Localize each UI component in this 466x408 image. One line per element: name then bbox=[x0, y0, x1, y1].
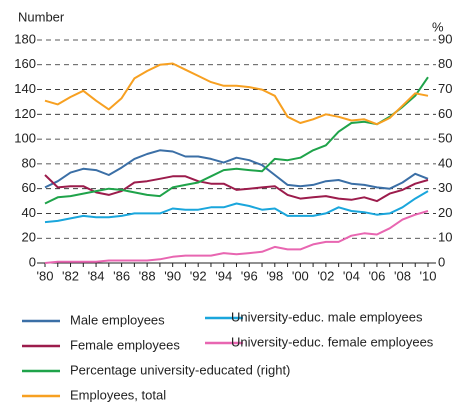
x-tick-label: '96 bbox=[241, 268, 258, 283]
y2-tick-label: 90 bbox=[438, 31, 452, 46]
y2-tick-label: 30 bbox=[438, 180, 452, 195]
y2-tick-label: 60 bbox=[438, 106, 452, 121]
series-line bbox=[44, 62, 429, 126]
legend-label: Female employees bbox=[70, 337, 180, 352]
y2-axis-label: % bbox=[432, 19, 444, 34]
y-tick-label: 80 bbox=[22, 155, 36, 170]
y-tick-label: 0 bbox=[29, 254, 36, 269]
x-tick-label: '04 bbox=[343, 268, 360, 283]
x-tick-label: '86 bbox=[113, 268, 130, 283]
y-tick-label: 120 bbox=[14, 106, 36, 121]
series-line bbox=[44, 149, 429, 190]
legend-label: Employees, total bbox=[70, 387, 166, 402]
y-tick-label: 20 bbox=[22, 230, 36, 245]
y2-tick-label: 40 bbox=[438, 155, 452, 170]
x-tick-label: '94 bbox=[215, 268, 232, 283]
legend-label: Percentage university-educated (right) bbox=[70, 362, 290, 377]
y2-tick-label: 10 bbox=[438, 230, 452, 245]
legend-label: University-educ. female employees bbox=[231, 334, 434, 349]
legend-label: Male employees bbox=[70, 312, 165, 327]
x-tick-label: '90 bbox=[164, 268, 181, 283]
x-tick-label: '98 bbox=[266, 268, 283, 283]
x-tick-label: '00 bbox=[292, 268, 309, 283]
series-line bbox=[44, 190, 429, 224]
y2-tick-label: 50 bbox=[438, 131, 452, 146]
x-tick-label: '80 bbox=[37, 268, 54, 283]
x-tick-label: '10 bbox=[420, 268, 437, 283]
y2-tick-label: 80 bbox=[438, 56, 452, 71]
y-tick-label: 40 bbox=[22, 205, 36, 220]
y2-tick-label: 20 bbox=[438, 205, 452, 220]
x-tick-label: '92 bbox=[190, 268, 207, 283]
x-tick-label: '08 bbox=[394, 268, 411, 283]
y2-tick-label: 0 bbox=[438, 254, 445, 269]
x-tick-label: '84 bbox=[88, 268, 105, 283]
series-line bbox=[44, 76, 429, 205]
y-tick-label: 180 bbox=[14, 31, 36, 46]
y-tick-label: 140 bbox=[14, 81, 36, 96]
x-tick-label: '82 bbox=[62, 268, 79, 283]
legend-label: University-educ. male employees bbox=[231, 309, 423, 324]
x-tick-label: '06 bbox=[368, 268, 385, 283]
x-tick-label: '88 bbox=[139, 268, 156, 283]
y-tick-label: 160 bbox=[14, 56, 36, 71]
y-tick-label: 60 bbox=[22, 180, 36, 195]
y2-tick-label: 70 bbox=[438, 81, 452, 96]
y-axis-label: Number bbox=[18, 9, 65, 24]
x-tick-label: '02 bbox=[317, 268, 334, 283]
series-line bbox=[44, 210, 429, 264]
y-tick-label: 100 bbox=[14, 131, 36, 146]
series-line bbox=[44, 174, 429, 203]
